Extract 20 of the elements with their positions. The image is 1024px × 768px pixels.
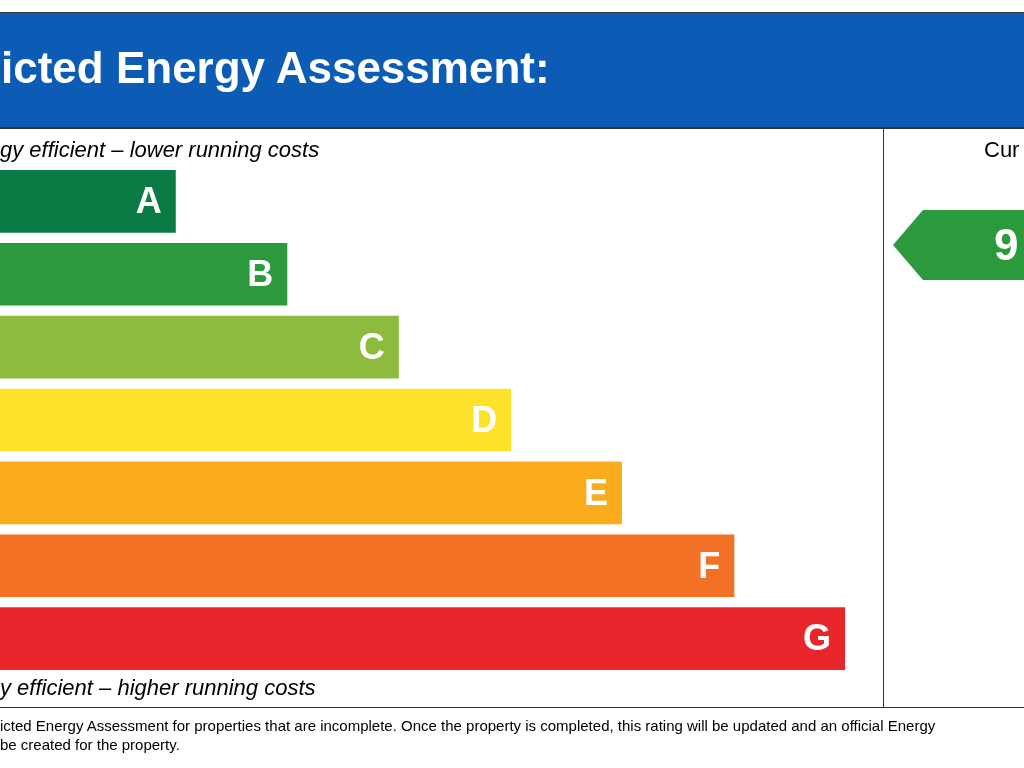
y-tick-label: A — [135, 180, 162, 222]
y-tick-label: B — [247, 253, 274, 295]
y-tick-label: C — [358, 326, 385, 368]
annotation: gy efficient – lower running costs — [0, 137, 320, 163]
text: Cur — [984, 137, 1020, 163]
chart-title: icted Energy Assessment: — [1, 43, 550, 93]
bar — [0, 607, 845, 670]
bar — [0, 315, 399, 379]
text: be created for the property. — [0, 735, 181, 754]
text: icted Energy Assessment for properties that are incomplete. Once the property is completed, this rating will be updated and an official Energy — [0, 716, 936, 735]
y-tick-label: D — [471, 398, 498, 440]
y-tick-label: G — [802, 617, 831, 659]
bar — [0, 388, 512, 452]
bar — [0, 534, 735, 598]
text: 9 — [994, 220, 1019, 270]
bar — [0, 461, 622, 525]
bar — [0, 170, 176, 233]
bar — [0, 242, 288, 306]
y-tick-label: E — [583, 471, 608, 513]
y-tick-label: F — [698, 544, 721, 586]
